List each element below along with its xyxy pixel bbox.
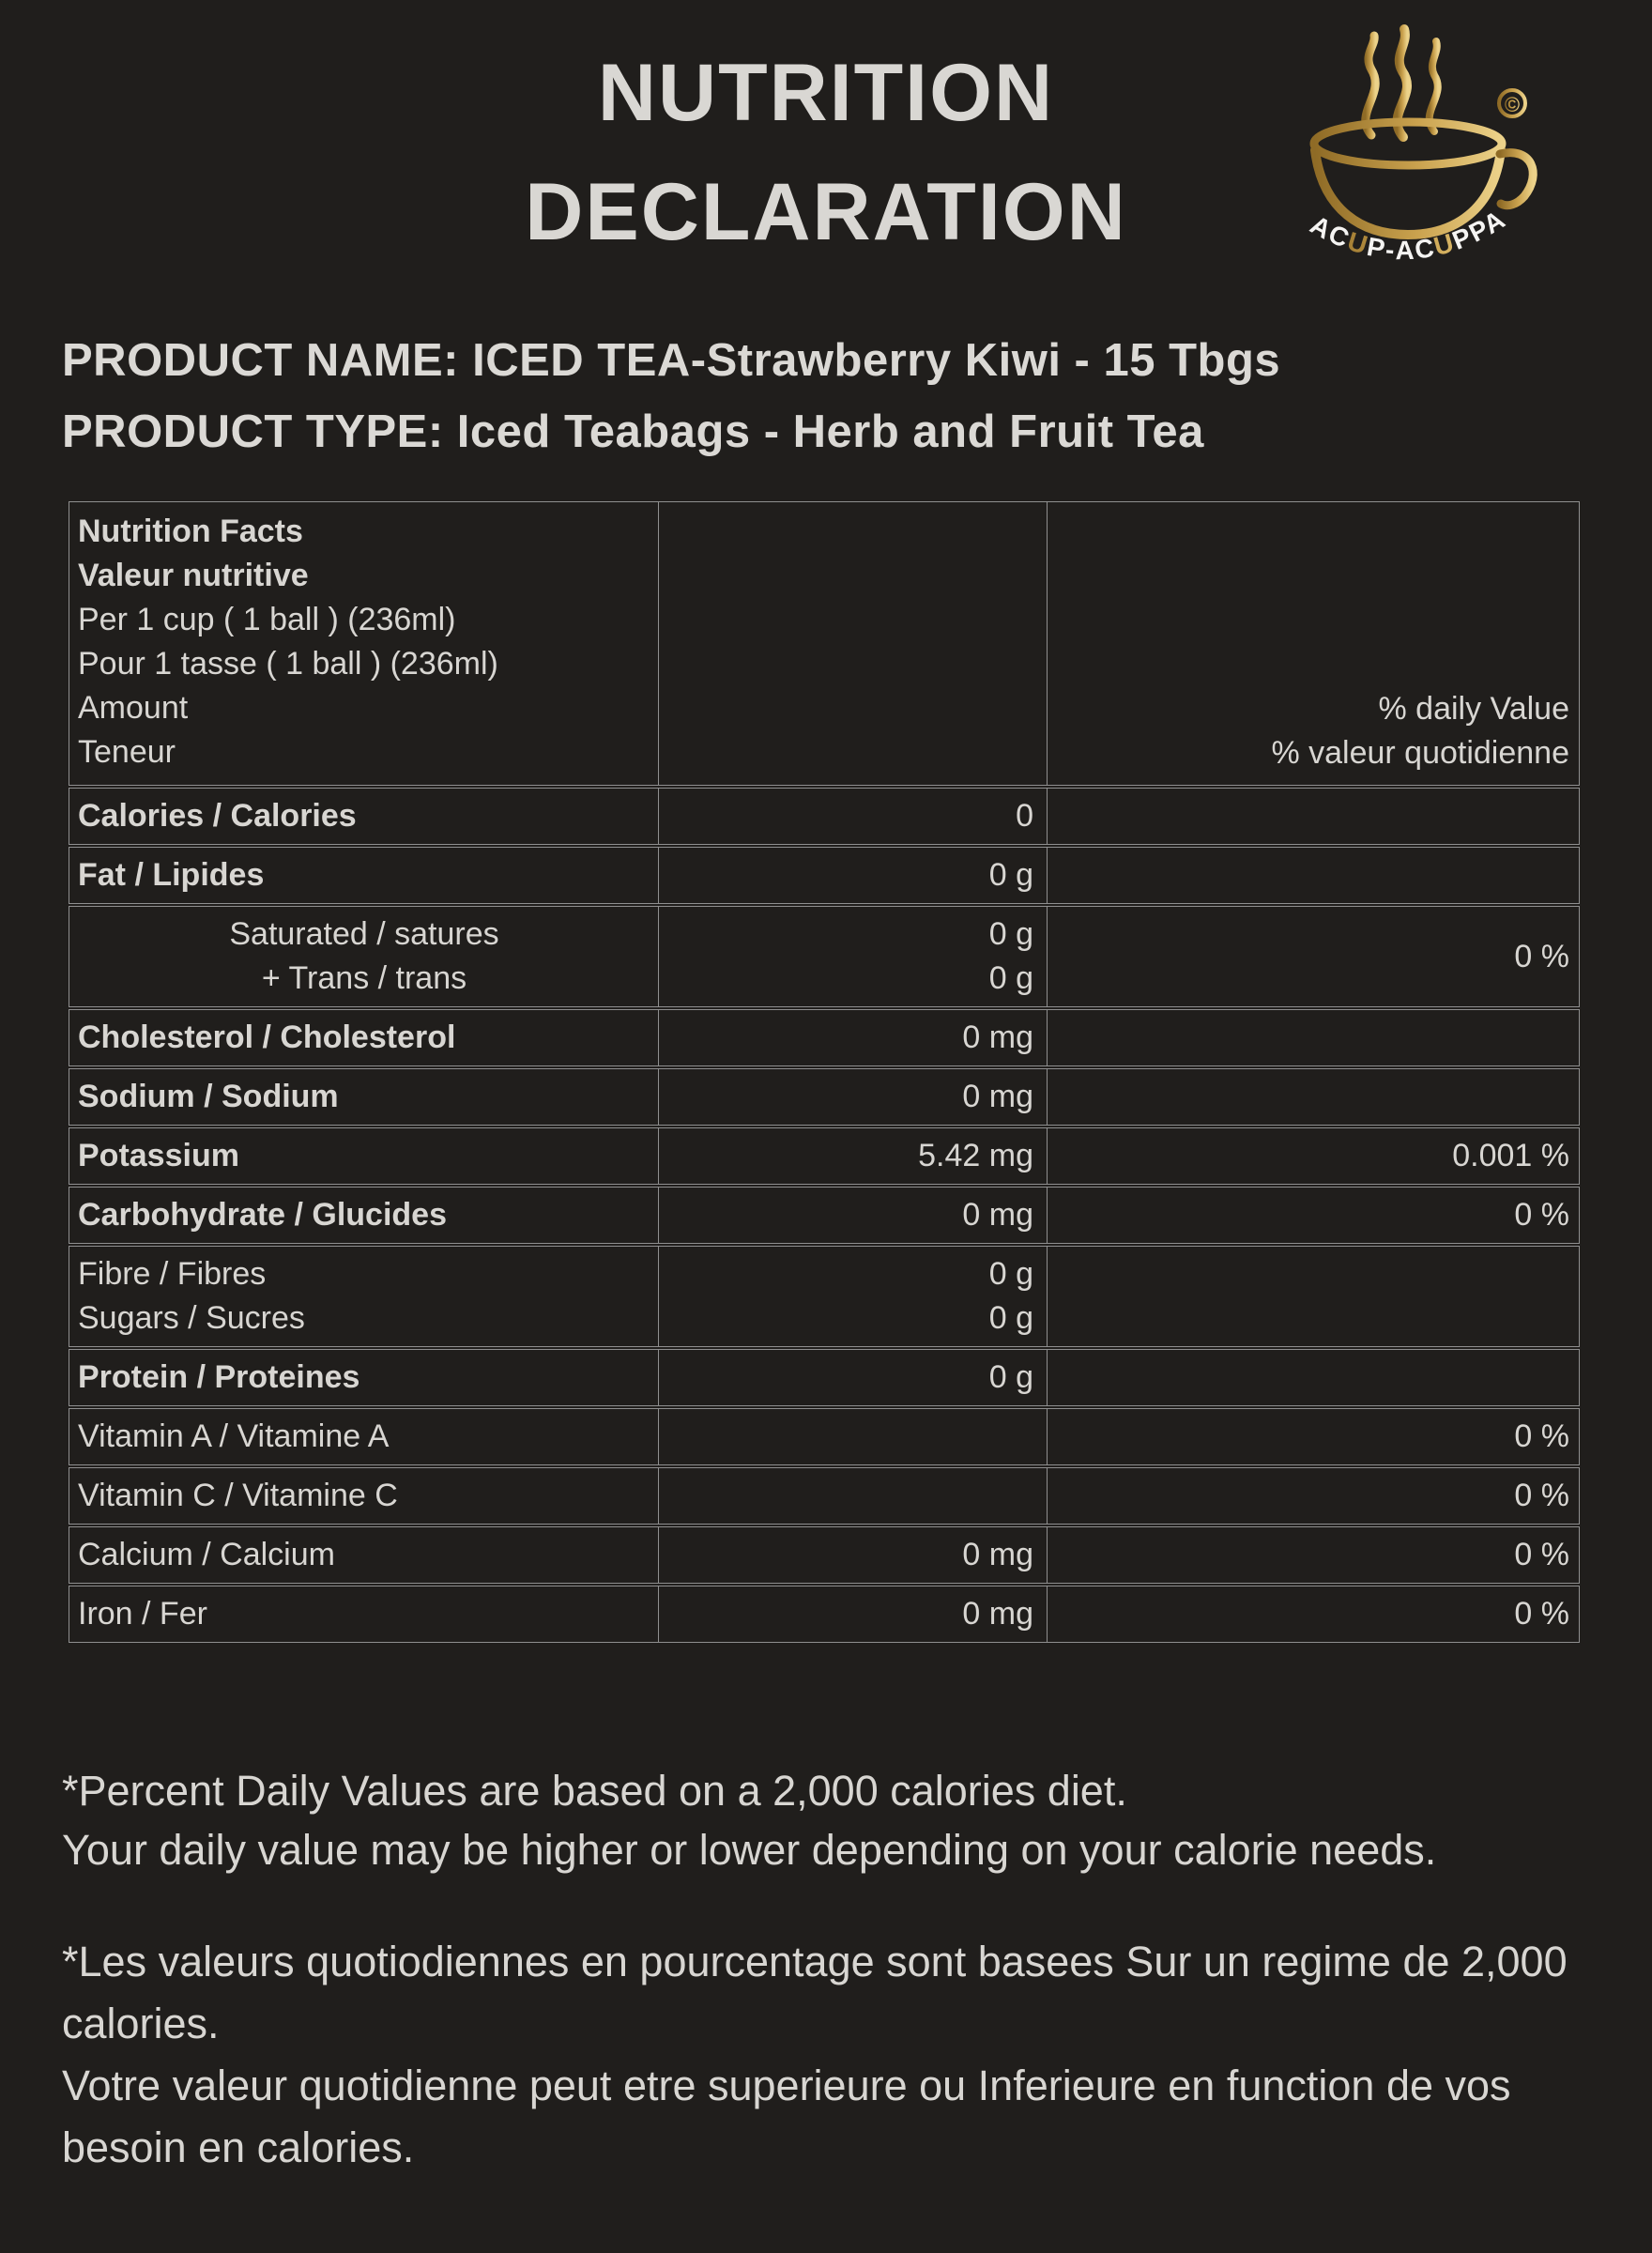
- product-info: PRODUCT NAME: ICED TEA-Strawberry Kiwi -…: [62, 325, 1652, 467]
- nutrition-facts-title: Nutrition Facts: [78, 513, 303, 549]
- footnotes-en: *Percent Daily Values are based on a 2,0…: [62, 1761, 1652, 1879]
- footnotes-fr: *Les valeurs quotiodiennes en pourcentag…: [62, 1931, 1652, 2179]
- copyright-icon: ©: [1497, 88, 1527, 118]
- valeur-nutritive-title: Valeur nutritive: [78, 558, 309, 593]
- table-header-row: Nutrition Facts Valeur nutritive Per 1 c…: [69, 501, 1580, 786]
- nutrition-table: Nutrition Facts Valeur nutritive Per 1 c…: [69, 501, 1580, 1643]
- footnote-en-line1: *Percent Daily Values are based on a 2,0…: [62, 1767, 1127, 1815]
- product-type-line: PRODUCT TYPE: Iced Teabags - Herb and Fr…: [62, 406, 1204, 457]
- page-title-line1: NUTRITION: [597, 48, 1055, 138]
- page-title-line2: DECLARATION: [525, 167, 1127, 257]
- coffee-cup-logo: © ACUP-ACUPPA: [1306, 24, 1537, 265]
- footnote-en-line2: Your daily value may be higher or lower …: [62, 1826, 1437, 1874]
- product-name-line: PRODUCT NAME: ICED TEA-Strawberry Kiwi -…: [62, 335, 1281, 386]
- footnote-fr-line2: calories.: [62, 2000, 220, 2047]
- amount-label: Amount: [78, 690, 189, 726]
- table-row-calories: Calories / Calories 0: [69, 788, 1580, 845]
- footnote-fr-line1: *Les valeurs quotiodiennes en pourcentag…: [62, 1938, 1568, 1985]
- table-header-dv-col: % daily Value % valeur quotidienne: [1047, 502, 1579, 785]
- table-row-vitamin-c: Vitamin C / Vitamine C 0 %: [69, 1467, 1580, 1525]
- table-row-fat: Fat / Lipides 0 g: [69, 847, 1580, 904]
- teneur-label: Teneur: [78, 734, 176, 770]
- page-title: NUTRITION DECLARATION: [0, 0, 1652, 272]
- cup-icon: [1309, 117, 1537, 240]
- table-row-fibre-sugars: Fibre / Fibres Sugars / Sucres 0 g 0 g: [69, 1246, 1580, 1347]
- table-row-calcium: Calcium / Calcium 0 mg 0 %: [69, 1526, 1580, 1584]
- table-header-amount-col: [658, 502, 1047, 785]
- table-row-iron: Iron / Fer 0 mg 0 %: [69, 1586, 1580, 1643]
- footnote-fr-line3: Votre valeur quotidienne peut etre super…: [62, 2061, 1511, 2109]
- table-row-cholesterol: Cholesterol / Cholesterol 0 mg: [69, 1009, 1580, 1066]
- table-header-left: Nutrition Facts Valeur nutritive Per 1 c…: [69, 502, 658, 785]
- table-row-potassium: Potassium 5.42 mg 0.001 %: [69, 1127, 1580, 1185]
- svg-text:©: ©: [1505, 93, 1520, 116]
- table-row-sodium: Sodium / Sodium 0 mg: [69, 1068, 1580, 1126]
- table-row-saturated-trans: Saturated / satures + Trans / trans 0 g …: [69, 906, 1580, 1007]
- table-row-carbohydrate: Carbohydrate / Glucides 0 mg 0 %: [69, 1187, 1580, 1244]
- footnote-fr-line4: besoin en calories.: [62, 2123, 415, 2171]
- daily-value-label-en: % daily Value: [1378, 691, 1570, 727]
- table-row-protein: Protein / Proteines 0 g: [69, 1349, 1580, 1406]
- serving-size-en: Per 1 cup ( 1 ball ) (236ml): [78, 602, 456, 637]
- serving-size-fr: Pour 1 tasse ( 1 ball ) (236ml): [78, 646, 498, 682]
- table-row-vitamin-a: Vitamin A / Vitamine A 0 %: [69, 1408, 1580, 1465]
- daily-value-label-fr: % valeur quotidienne: [1271, 735, 1569, 771]
